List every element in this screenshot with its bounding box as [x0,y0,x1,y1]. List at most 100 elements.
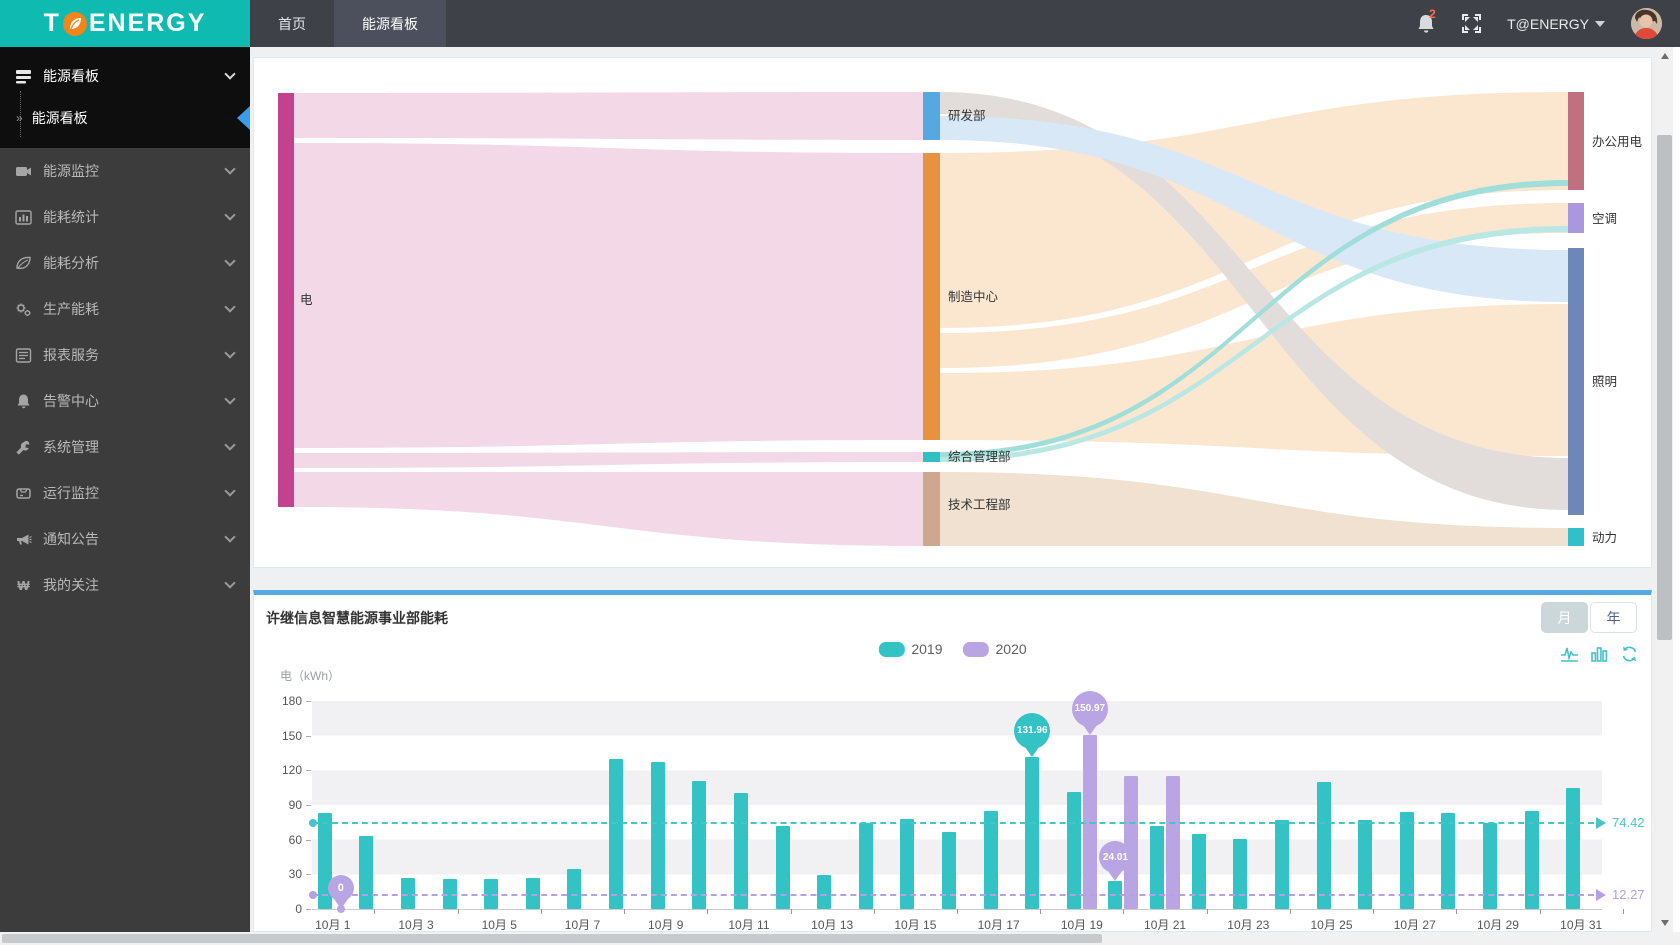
x-tick-label: 10月 1 [315,918,351,932]
sankey-node-jishu[interactable] [923,472,940,546]
tab-energy-dashboard[interactable]: 能源看板 [334,0,446,47]
user-menu[interactable]: T@ENERGY [1507,16,1605,32]
sidebar-item-6[interactable]: 系统管理 [0,424,250,470]
bar-2019-day-23[interactable] [1233,838,1248,909]
bar-2020-day-20[interactable] [1124,776,1139,909]
sankey-flow-zonghe-bangong[interactable] [940,180,1568,457]
sankey-node-dongli[interactable] [1568,528,1584,546]
year-button[interactable]: 年 [1590,602,1637,633]
chevron-down-icon [224,68,236,80]
x-tick-mark [707,909,709,914]
bar-2019-day-31[interactable] [1566,787,1581,909]
scroll-up-button[interactable] [1656,47,1673,64]
chevron-down-icon [224,255,236,267]
bar-2019-day-17[interactable] [983,810,998,909]
sankey-node-label-dian: 电 [300,293,313,307]
horizontal-scroll-thumb[interactable] [2,934,1102,943]
y-tick-label: 0 [295,902,302,916]
sankey-node-zonghe[interactable] [923,452,940,462]
bar-2019-day-9[interactable] [650,762,665,909]
x-tick-mark [1456,909,1458,914]
x-tick-mark [624,909,626,914]
notification-bell-icon[interactable]: 2 [1416,7,1436,35]
bar-2019-day-16[interactable] [942,831,956,909]
bar-2019-day-2[interactable] [359,836,374,909]
app-logo[interactable]: T ENERGY [0,0,250,47]
sidebar-item-5[interactable]: 告警中心 [0,378,250,424]
sankey-node-zhizao[interactable] [923,153,940,440]
horizontal-scrollbar[interactable] [0,932,1680,945]
bar-2019-day-26[interactable] [1358,820,1373,909]
bar-2019-day-27[interactable] [1399,811,1414,909]
sankey-flow-dian-jishu[interactable] [294,472,923,546]
bar-2019-day-3[interactable] [401,877,416,909]
bar-2020-day-19[interactable] [1082,734,1097,909]
bar-2019-day-25[interactable] [1316,781,1331,909]
refresh-icon[interactable] [1620,645,1639,663]
sidebar-item-energy-dashboard[interactable]: 能源看板 [0,54,250,98]
chevron-down-icon [224,301,236,313]
logo-text: T ENERGY [44,9,207,38]
bar-2019-day-11[interactable] [733,793,748,909]
bar-2019-day-22[interactable] [1191,833,1206,909]
x-tick-label: 10月 25 [1310,918,1353,932]
bar-2019-day-13[interactable] [817,875,832,909]
x-tick-mark [1040,909,1042,914]
sankey-flow-dian-zhizao[interactable] [294,143,923,448]
x-tick-label: 10月 19 [1060,918,1103,932]
bar-2019-day-10[interactable] [692,780,707,909]
bar-2019-day-8[interactable] [609,758,624,909]
dashboard-icon [15,68,32,85]
sankey-flow-jishu-dongli[interactable] [940,472,1568,546]
sidebar-item-7[interactable]: 运行监控 [0,470,250,516]
plot-background [312,701,1602,909]
legend-item-2020[interactable]: 2020 [962,641,1027,657]
sidebar-item-2[interactable]: 能耗分析 [0,240,250,286]
bar-2019-day-28[interactable] [1441,813,1456,909]
sidebar-item-0[interactable]: 能源监控 [0,148,250,194]
line-chart-icon[interactable] [1560,645,1579,663]
sankey-flow-zhizao-zhaoming[interactable] [940,304,1568,456]
bar-2019-day-14[interactable] [858,823,873,909]
bar-2019-day-7[interactable] [567,868,582,909]
bar-chart-icon[interactable] [1590,645,1609,663]
sankey-flow-yanfa-zhaoming[interactable] [940,92,1568,510]
drive-icon [15,485,32,502]
bar-2019-day-19[interactable] [1066,792,1081,909]
sidebar-item-3[interactable]: 生产能耗 [0,286,250,332]
sankey-node-dian[interactable] [278,93,294,507]
tab-home[interactable]: 首页 [278,15,306,32]
bar-2020-day-21[interactable] [1166,776,1181,909]
avatar[interactable] [1631,8,1662,39]
sankey-node-yanfa[interactable] [923,92,940,140]
bar-2019-day-12[interactable] [775,825,790,909]
bar-2019-day-29[interactable] [1482,823,1497,909]
sankey-flow-zonghe-kongtiao[interactable] [940,226,1568,462]
y-tick-mark [306,839,311,841]
scroll-down-button[interactable] [1656,915,1673,932]
sidebar-item-4[interactable]: 报表服务 [0,332,250,378]
sidebar-item-1[interactable]: 能耗统计 [0,194,250,240]
bar-2019-day-6[interactable] [525,877,540,909]
sidebar-subitem-energy-dashboard-active[interactable]: » 能源看板 [0,98,250,138]
bar-2019-day-30[interactable] [1524,810,1539,909]
bar-2019-day-18[interactable] [1025,756,1040,909]
bar-2019-day-21[interactable] [1150,825,1165,909]
sankey-node-bangong[interactable] [1568,92,1584,190]
sankey-node-zhaoming[interactable] [1568,248,1584,515]
sankey-flow-dian-yanfa[interactable] [294,92,923,140]
x-tick-label: 10月 17 [977,918,1020,932]
vertical-scroll-thumb[interactable] [1657,135,1672,640]
sidebar-item-8[interactable]: 通知公告 [0,516,250,562]
sidebar-item-9[interactable]: ₩ 我的关注 [0,562,250,608]
bar-2019-day-24[interactable] [1274,820,1289,909]
vertical-scrollbar[interactable] [1656,47,1673,932]
bar-2019-day-15[interactable] [900,818,915,909]
sankey-flow-dian-zonghe[interactable] [294,452,923,468]
month-button[interactable]: 月 [1541,602,1588,633]
sidebar-item-label: 能耗分析 [43,255,99,271]
y-tick-mark [306,735,311,737]
legend-item-2019[interactable]: 2019 [878,641,943,657]
sankey-node-kongtiao[interactable] [1568,203,1584,233]
fullscreen-icon[interactable] [1462,14,1482,33]
